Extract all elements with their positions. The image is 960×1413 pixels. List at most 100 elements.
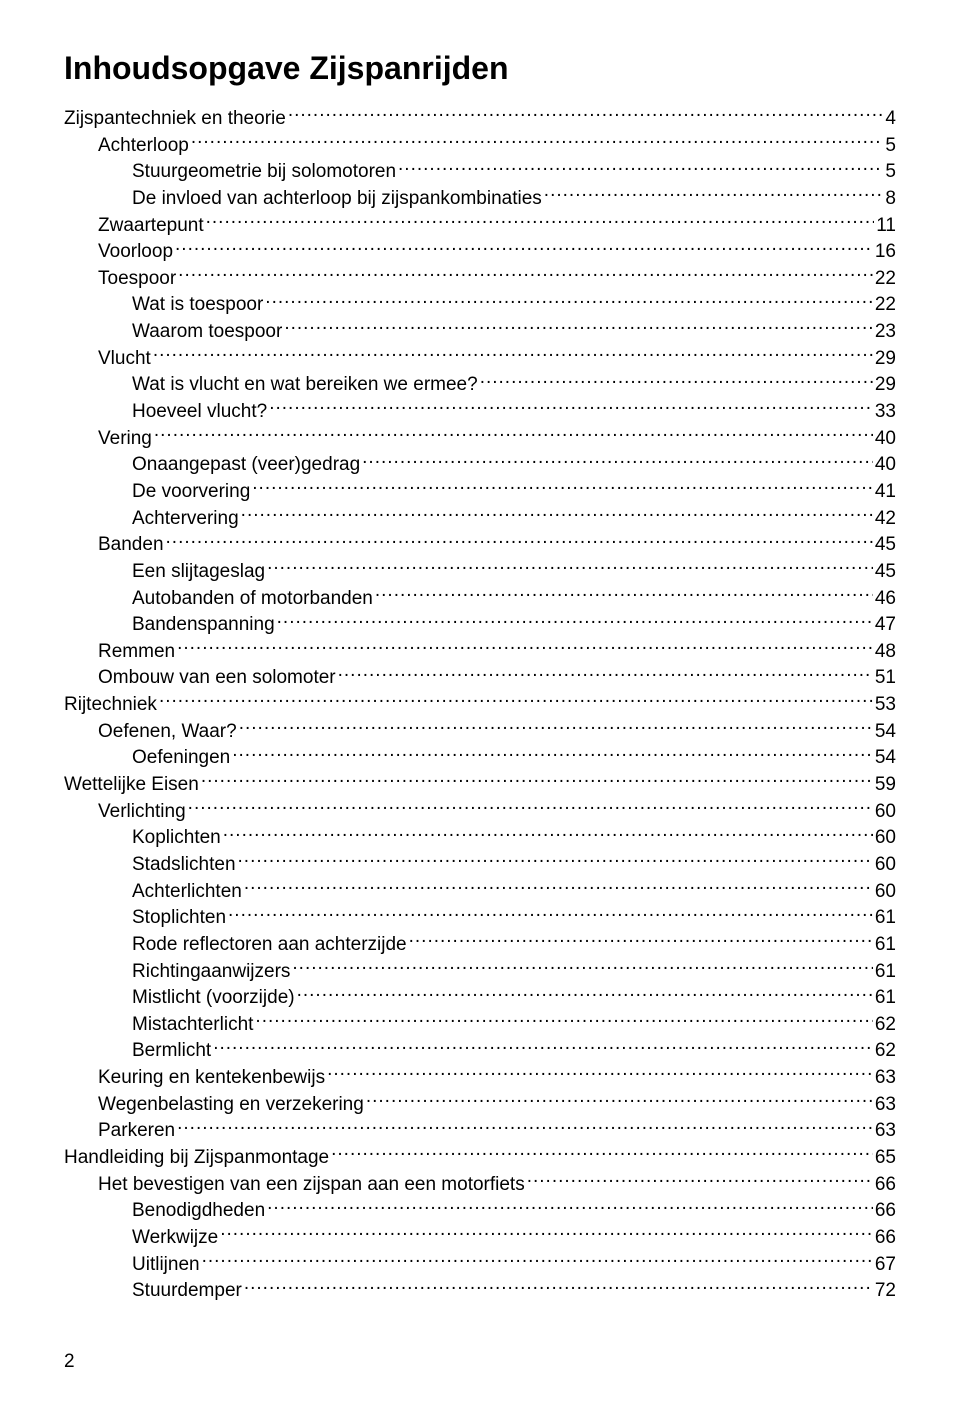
- toc-entry-label: Toespoor: [98, 266, 176, 292]
- toc-entry: Stuurdemper72: [64, 1277, 896, 1304]
- toc-leader-dots: [202, 1251, 873, 1270]
- toc-entry-label: Richtingaanwijzers: [132, 959, 290, 985]
- toc-leader-dots: [288, 105, 884, 124]
- toc-entry-page: 42: [875, 506, 896, 532]
- toc-entry: Parkeren63: [64, 1117, 896, 1144]
- toc-entry-label: Mistlicht (voorzijde): [132, 985, 295, 1011]
- toc-entry-label: Ombouw van een solomoter: [98, 665, 336, 691]
- toc-entry-label: Wat is toespoor: [132, 292, 263, 318]
- toc-entry-label: Onaangepast (veer)gedrag: [132, 452, 360, 478]
- toc-entry-page: 5: [885, 159, 896, 185]
- toc-leader-dots: [265, 291, 873, 310]
- toc-leader-dots: [409, 931, 873, 950]
- toc-entry: Mistachterlicht62: [64, 1011, 896, 1038]
- toc-entry: Achterlichten60: [64, 878, 896, 905]
- toc-entry-page: 16: [875, 239, 896, 265]
- toc-entry: Bermlicht62: [64, 1037, 896, 1064]
- toc-entry-label: Werkwijze: [132, 1225, 218, 1251]
- toc-leader-dots: [255, 1011, 872, 1030]
- toc-entry: Oefeningen54: [64, 744, 896, 771]
- toc-entry-label: Koplichten: [132, 825, 221, 851]
- toc-entry-label: Remmen: [98, 639, 175, 665]
- toc-entry-label: Bandenspanning: [132, 612, 275, 638]
- toc-leader-dots: [232, 744, 873, 763]
- toc-entry-label: Voorloop: [98, 239, 173, 265]
- toc-leader-dots: [201, 771, 873, 790]
- toc-entry: Toespoor 22: [64, 265, 896, 292]
- toc-entry-page: 60: [875, 825, 896, 851]
- toc-entry-page: 11: [876, 213, 896, 239]
- toc-entry-label: Achtervering: [132, 506, 239, 532]
- toc-entry: De invloed van achterloop bij zijspankom…: [64, 185, 896, 212]
- toc-entry-label: Wat is vlucht en wat bereiken we ermee?: [132, 372, 478, 398]
- toc-entry-label: Het bevestigen van een zijspan aan een m…: [98, 1172, 525, 1198]
- toc-entry: Een slijtageslag45: [64, 558, 896, 585]
- toc-leader-dots: [292, 958, 872, 977]
- toc-leader-dots: [239, 718, 873, 737]
- toc-leader-dots: [327, 1064, 873, 1083]
- toc-leader-dots: [252, 478, 873, 497]
- toc-entry: Uitlijnen67: [64, 1251, 896, 1278]
- toc-entry-page: 66: [875, 1198, 896, 1224]
- toc-entry-page: 53: [875, 692, 896, 718]
- toc-entry: Koplichten 60: [64, 824, 896, 851]
- toc-leader-dots: [220, 1224, 873, 1243]
- toc-leader-dots: [362, 451, 873, 470]
- toc-entry: Handleiding bij Zijspanmontage65: [64, 1144, 896, 1171]
- toc-entry-page: 59: [875, 772, 896, 798]
- toc-entry-page: 51: [875, 665, 896, 691]
- toc-entry: Banden45: [64, 531, 896, 558]
- toc-entry-label: Bermlicht: [132, 1038, 211, 1064]
- toc-entry: Bandenspanning47: [64, 611, 896, 638]
- toc-entry: Achtervering 42: [64, 505, 896, 532]
- toc-entry: Wettelijke Eisen59: [64, 771, 896, 798]
- toc-entry-label: Handleiding bij Zijspanmontage: [64, 1145, 329, 1171]
- toc-entry-page: 54: [875, 745, 896, 771]
- toc-entry-page: 22: [875, 266, 896, 292]
- toc-entry-label: Stuurgeometrie bij solomotoren: [132, 159, 396, 185]
- toc-leader-dots: [166, 531, 873, 550]
- toc-entry-page: 45: [875, 532, 896, 558]
- toc-entry-page: 4: [885, 106, 896, 132]
- toc-leader-dots: [297, 984, 873, 1003]
- toc-entry-page: 29: [875, 372, 896, 398]
- toc-entry-page: 41: [875, 479, 896, 505]
- toc-entry-page: 66: [875, 1172, 896, 1198]
- toc-entry-page: 61: [875, 932, 896, 958]
- toc-entry: Vering40: [64, 425, 896, 452]
- toc-entry: Keuring en kentekenbewijs63: [64, 1064, 896, 1091]
- toc-entry-page: 67: [875, 1252, 896, 1278]
- toc-entry-label: Mistachterlicht: [132, 1012, 253, 1038]
- page-number: 2: [64, 1351, 75, 1373]
- toc-leader-dots: [223, 824, 873, 843]
- toc-entry: Het bevestigen van een zijspan aan een m…: [64, 1171, 896, 1198]
- toc-entry: Zijspantechniek en theorie 4: [64, 105, 896, 132]
- table-of-contents: Zijspantechniek en theorie4Achterloop5St…: [64, 105, 896, 1304]
- toc-entry-label: Zijspantechniek en theorie: [64, 106, 286, 132]
- toc-leader-dots: [159, 691, 873, 710]
- toc-leader-dots: [238, 851, 873, 870]
- toc-entry: Stuurgeometrie bij solomotoren 5: [64, 158, 896, 185]
- toc-leader-dots: [480, 371, 873, 390]
- toc-entry-page: 48: [875, 639, 896, 665]
- toc-leader-dots: [188, 798, 873, 817]
- document-title: Inhoudsopgave Zijspanrijden: [64, 50, 896, 87]
- toc-entry-page: 72: [875, 1278, 896, 1304]
- toc-entry: Mistlicht (voorzijde)61: [64, 984, 896, 1011]
- toc-entry-label: De invloed van achterloop bij zijspankom…: [132, 186, 542, 212]
- toc-entry: Ombouw van een solomoter 51: [64, 664, 896, 691]
- toc-entry: Stoplichten61: [64, 904, 896, 931]
- toc-entry-page: 60: [875, 852, 896, 878]
- toc-leader-dots: [206, 212, 875, 231]
- toc-entry-page: 40: [875, 426, 896, 452]
- toc-leader-dots: [244, 878, 873, 897]
- toc-entry-label: Rijtechniek: [64, 692, 157, 718]
- toc-entry: Verlichting60: [64, 798, 896, 825]
- toc-entry: Waarom toespoor23: [64, 318, 896, 345]
- toc-entry: Vlucht29: [64, 345, 896, 372]
- toc-leader-dots: [175, 238, 873, 257]
- toc-entry-page: 46: [875, 586, 896, 612]
- toc-entry-page: 5: [885, 133, 896, 159]
- toc-entry-page: 60: [875, 879, 896, 905]
- toc-entry: Oefenen, Waar?54: [64, 718, 896, 745]
